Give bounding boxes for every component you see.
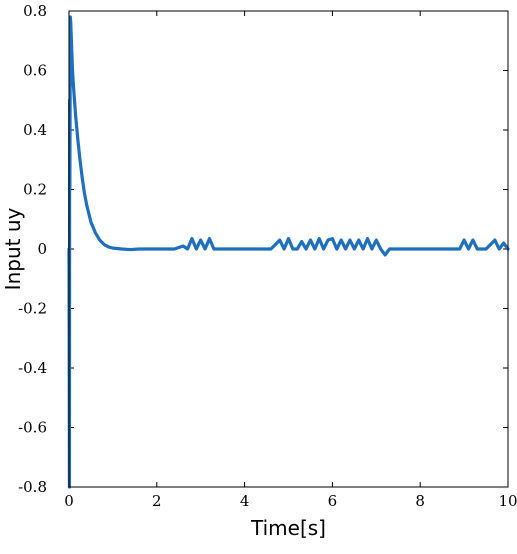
y-tick-label: -0.6 (18, 419, 47, 437)
x-tick-label: 8 (415, 492, 425, 510)
x-tick-label: 6 (328, 492, 338, 510)
x-tick-label: 10 (498, 492, 517, 510)
x-tick-label: 2 (152, 492, 162, 510)
y-tick-label: 0.2 (23, 181, 47, 199)
y-tick-label: -0.2 (18, 300, 47, 318)
x-axis-title: Time[s] (250, 516, 326, 540)
ticks-layer: 0 2 4 6 8 10 -0.8 -0.6 -0.4 -0.2 0 0.2 0.4 0.6 0.8 (18, 2, 517, 510)
x-tick-label: 4 (240, 492, 250, 510)
plot-frame (68, 10, 509, 488)
y-tick-label: -0.4 (18, 359, 47, 377)
data-layer (67, 15, 510, 489)
y-tick-label: -0.8 (18, 478, 47, 496)
y-tick-label: 0.4 (23, 121, 47, 139)
x-tick-label: 0 (64, 492, 74, 510)
y-axis-title: Input uy (1, 208, 25, 291)
y-tick-label: 0.8 (23, 2, 47, 20)
y-tick-label: 0.6 (23, 62, 47, 80)
series-line (67, 15, 510, 489)
y-tick-label: 0 (37, 240, 47, 258)
